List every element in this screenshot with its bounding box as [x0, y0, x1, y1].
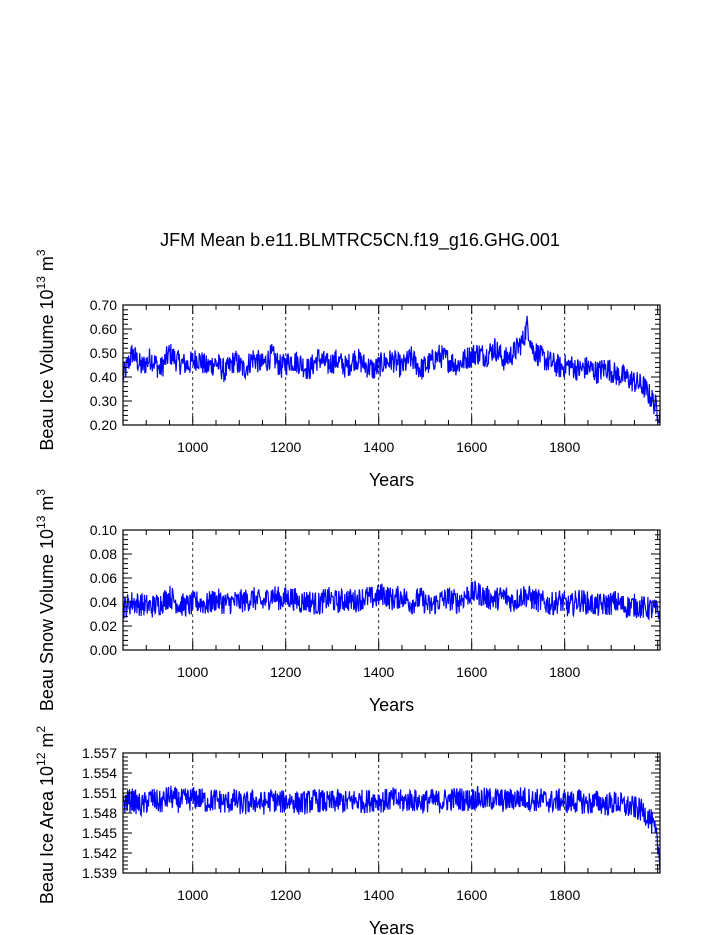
y-tick-label: 1.551 [82, 785, 117, 801]
x-tick-label: 1000 [177, 664, 208, 680]
y-tick-label: 1.557 [82, 745, 117, 761]
y-tick-label: 0.06 [90, 570, 117, 586]
y-tick-label: 0.08 [90, 546, 117, 562]
plot-frame [122, 529, 661, 651]
plot-frame [122, 752, 661, 874]
x-tick-label: 1600 [456, 887, 487, 903]
series-line [122, 785, 661, 872]
panel-2: 1000 1200 1400 1600 1800 0.00 0.02 0.04 0.06 0.08… [34, 489, 661, 715]
x-tick-label: 1200 [270, 439, 301, 455]
y-tick-label: 0.02 [90, 618, 117, 634]
x-tick-label: 1600 [456, 439, 487, 455]
y-tick-label: 0.00 [90, 642, 117, 658]
x-tick-label: 1400 [363, 887, 394, 903]
x-axis-label: Years [369, 918, 414, 935]
x-tick-label: 1200 [270, 887, 301, 903]
series-line [122, 580, 661, 625]
y-tick-label: 0.20 [90, 417, 117, 433]
plot-frame [122, 304, 661, 426]
x-tick-label: 1800 [549, 887, 580, 903]
y-tick-label: 1.548 [82, 805, 117, 821]
y-tick-label: 0.10 [90, 522, 117, 538]
panel-1: 1000 1200 1400 1600 1800 0.20 0.30 0.40 0.50 0.60… [34, 249, 661, 490]
series-line [122, 315, 661, 424]
x-tick-label: 1000 [177, 887, 208, 903]
x-tick-label: 1600 [456, 664, 487, 680]
y-tick-label: 0.04 [90, 594, 117, 610]
panel-3: 1000 1200 1400 1600 1800 1.539 1.542 1.545 1.548… [34, 726, 661, 935]
x-axis-label: Years [369, 470, 414, 490]
y-axis-label: Beau Ice Area 1012 m2 [34, 726, 57, 904]
y-axis-label: Beau Ice Volume 1013 m3 [34, 249, 57, 450]
y-axis-label: Beau Snow Volume 1013 m3 [34, 489, 57, 712]
y-tick-label: 1.542 [82, 845, 117, 861]
x-tick-label: 1400 [363, 439, 394, 455]
y-tick-label: 0.40 [90, 369, 117, 385]
chart-title: JFM Mean b.e11.BLMTRC5CN.f19_g16.GHG.001 [160, 230, 560, 251]
x-tick-label: 1800 [549, 439, 580, 455]
y-tick-label: 0.60 [90, 321, 117, 337]
y-tick-label: 0.50 [90, 345, 117, 361]
x-tick-label: 1800 [549, 664, 580, 680]
x-tick-label: 1200 [270, 664, 301, 680]
x-tick-label: 1000 [177, 439, 208, 455]
y-tick-label: 1.554 [82, 765, 117, 781]
x-axis-label: Years [369, 695, 414, 715]
y-tick-label: 0.70 [90, 297, 117, 313]
y-tick-label: 1.545 [82, 825, 117, 841]
y-tick-label: 0.30 [90, 393, 117, 409]
y-tick-label: 1.539 [82, 865, 117, 881]
x-tick-label: 1400 [363, 664, 394, 680]
